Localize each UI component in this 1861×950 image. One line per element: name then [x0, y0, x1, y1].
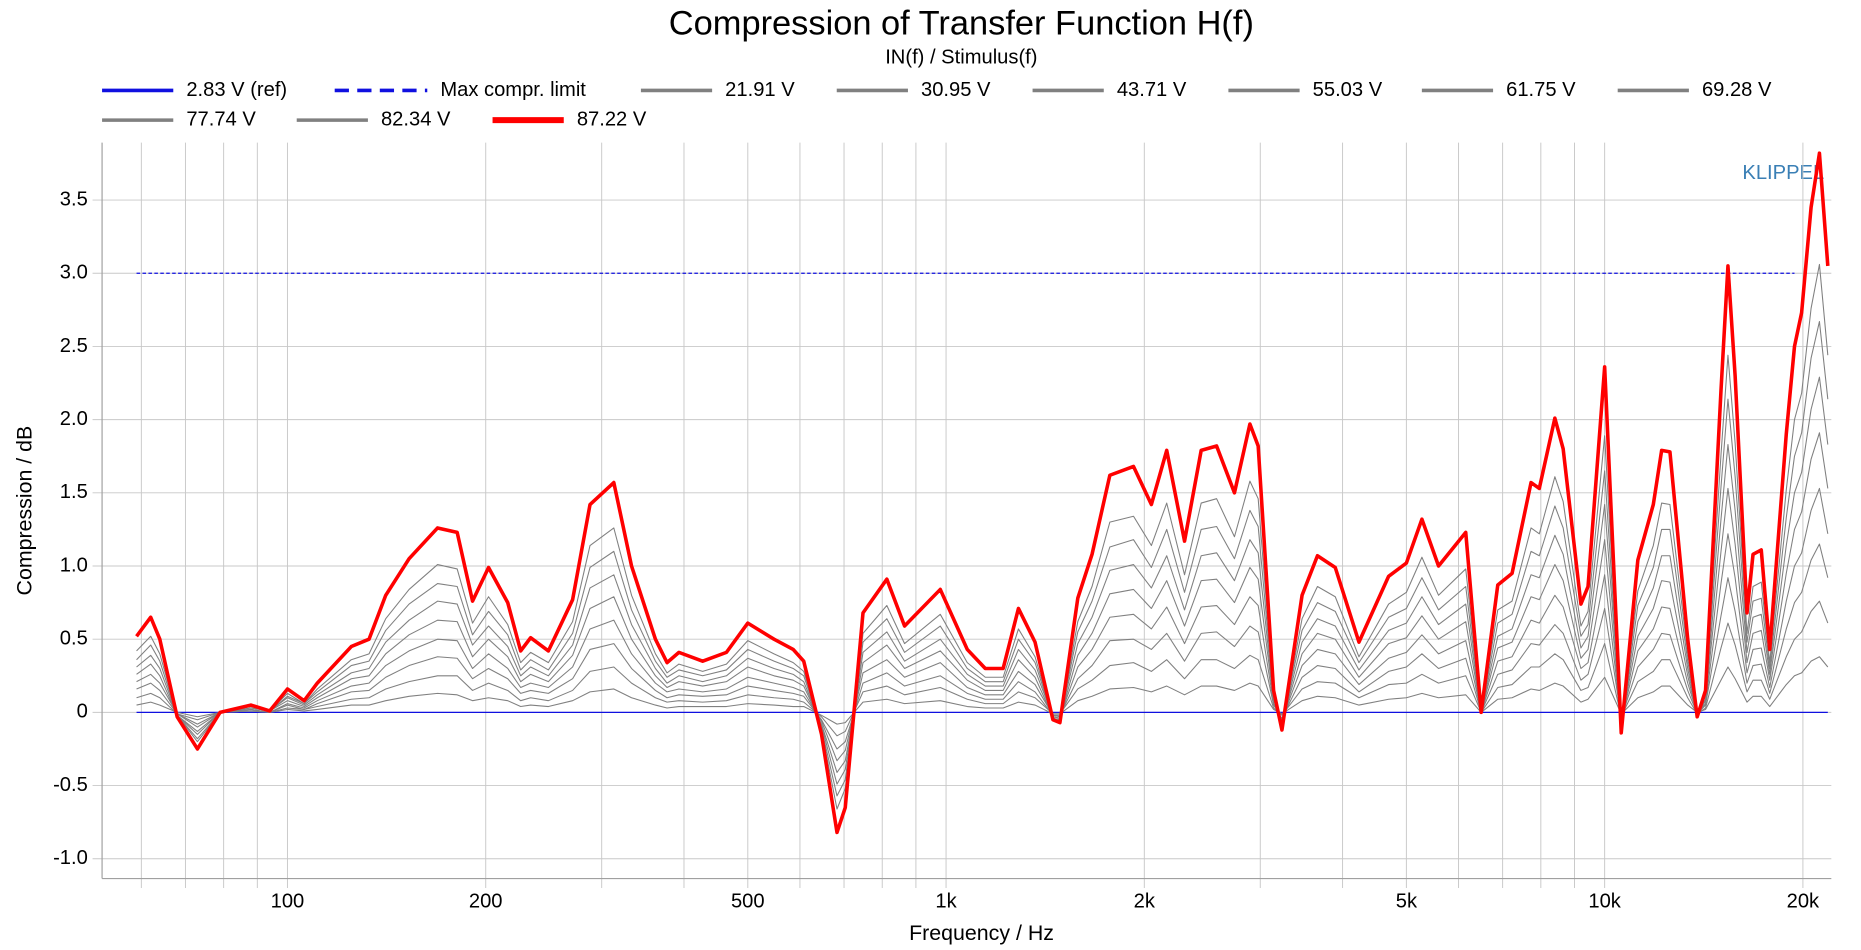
series-line: [136, 543, 1829, 750]
legend-label: 30.95 V: [921, 79, 991, 101]
legend-label: 87.22 V: [577, 108, 647, 130]
legend-label: 2.83 V (ref): [186, 79, 287, 101]
x-tick-label: 20k: [1787, 891, 1820, 913]
y-tick-label: 3.5: [60, 188, 88, 210]
series-line: [136, 487, 1829, 762]
y-tick-label: 0.5: [60, 628, 88, 650]
series-line: [135, 151, 1830, 835]
series-line: [136, 321, 1829, 797]
x-tick-label: 2k: [1134, 891, 1156, 913]
y-axis-label: Compression / dB: [13, 426, 37, 596]
x-tick-label: 500: [731, 891, 765, 913]
legend-label: 43.71 V: [1117, 79, 1187, 101]
x-axis-label: Frequency / Hz: [909, 921, 1054, 945]
legend-label: 77.74 V: [186, 108, 256, 130]
y-tick-label: 2.0: [60, 408, 88, 430]
watermark: KLIPPEL: [1742, 162, 1824, 184]
series-line: [136, 263, 1829, 810]
legend-label: Max compr. limit: [440, 79, 586, 101]
legend-label: 61.75 V: [1506, 79, 1576, 101]
y-tick-label: 2.5: [60, 335, 88, 357]
y-tick-label: -1.0: [53, 847, 88, 869]
x-tick-label: 10k: [1588, 891, 1621, 913]
x-tick-label: 1k: [935, 891, 957, 913]
y-tick-label: -0.5: [53, 774, 88, 796]
chart-title: Compression of Transfer Function H(f): [669, 4, 1254, 42]
y-tick-label: 1.5: [60, 481, 88, 503]
legend-label: 69.28 V: [1702, 79, 1772, 101]
series-line: [136, 656, 1829, 725]
y-tick-label: 3.0: [60, 262, 88, 284]
series-line: [136, 432, 1829, 773]
x-tick-label: 5k: [1396, 891, 1418, 913]
y-tick-label: 0: [77, 701, 88, 723]
series-line: [136, 600, 1829, 737]
legend-label: 82.34 V: [381, 108, 451, 130]
legend-label: 21.91 V: [725, 79, 795, 101]
series-line: [136, 376, 1829, 785]
x-tick-label: 200: [469, 891, 503, 913]
x-tick-label: 100: [271, 891, 305, 913]
y-tick-label: 1.0: [60, 554, 88, 576]
legend-label: 55.03 V: [1313, 79, 1383, 101]
chart-subtitle: IN(f) / Stimulus(f): [885, 47, 1037, 69]
